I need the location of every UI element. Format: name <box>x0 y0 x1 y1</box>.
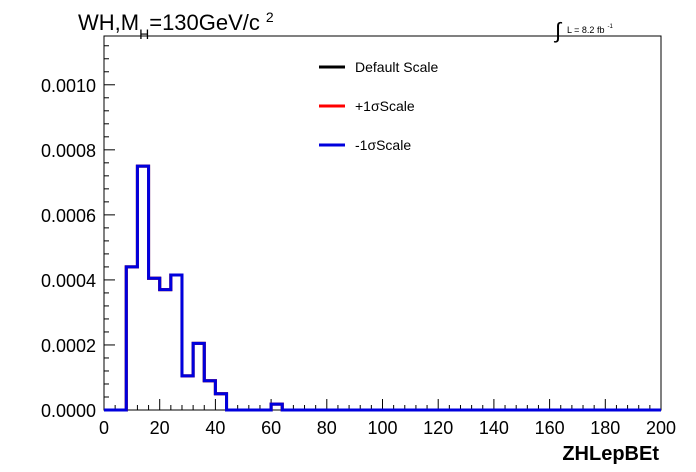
plot-title: WH,MH=130GeV/c 2 <box>78 9 274 42</box>
plot-title-main: WH,M <box>78 10 139 35</box>
x-tick-label: 140 <box>479 418 509 438</box>
series-line-0 <box>104 164 661 412</box>
x-tick-label: 160 <box>535 418 565 438</box>
x-axis-ticks: 0 20 40 60 80 100 120 140 160 180 200 <box>99 399 676 438</box>
x-tick-label: 0 <box>99 418 109 438</box>
y-tick-label: 0.0000 <box>41 401 96 421</box>
x-tick-label: 40 <box>205 418 225 438</box>
series-layer <box>104 164 661 412</box>
plot-title-subscript: H <box>139 26 149 42</box>
x-tick-label: 120 <box>423 418 453 438</box>
y-tick-label: 0.0002 <box>41 336 96 356</box>
legend: Default Scale +1σScale -1σScale <box>319 59 438 153</box>
x-tick-label: 180 <box>590 418 620 438</box>
x-tick-label: 20 <box>150 418 170 438</box>
x-tick-label: 80 <box>317 418 337 438</box>
legend-label-2: -1σScale <box>355 137 411 153</box>
plot-title-superscript: 2 <box>266 9 274 25</box>
legend-label-0: Default Scale <box>355 59 438 75</box>
x-tick-label: 60 <box>261 418 281 438</box>
x-tick-label: 100 <box>367 418 397 438</box>
y-tick-label: 0.0004 <box>41 271 96 291</box>
lumi-text: L = 8.2 fb -1 <box>567 24 613 35</box>
lumi-superscript: -1 <box>607 24 613 30</box>
plot-title-rest: =130GeV/c <box>149 10 260 35</box>
y-tick-label: 0.0008 <box>41 141 96 161</box>
integral-sign: ∫ <box>553 18 563 43</box>
plot-frame <box>103 35 662 411</box>
x-axis-label: ZHLepBEt <box>562 443 659 465</box>
lumi-label: ∫ L = 8.2 fb -1 <box>553 18 613 43</box>
y-tick-label: 0.0006 <box>41 206 96 226</box>
x-tick-label: 200 <box>646 418 676 438</box>
y-tick-label: 0.0010 <box>41 76 96 96</box>
y-axis-ticks: 0.0000 0.0002 0.0004 0.0006 0.0008 0.0010 <box>41 45 115 421</box>
legend-label-1: +1σScale <box>355 98 415 114</box>
series-line-1 <box>104 164 661 412</box>
series-line-2 <box>104 164 661 412</box>
